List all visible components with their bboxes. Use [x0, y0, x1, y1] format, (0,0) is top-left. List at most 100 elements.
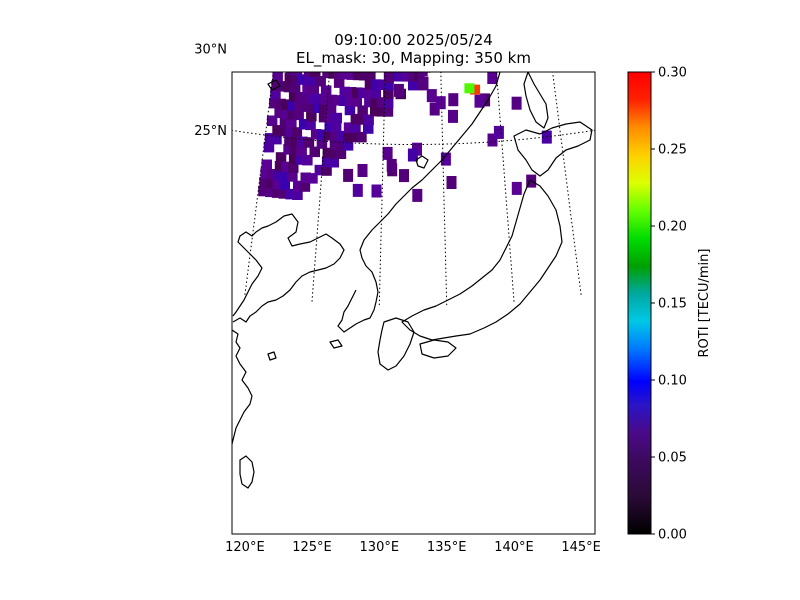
- roti-cell: [408, 72, 419, 73]
- roti-cell: [346, 72, 358, 80]
- roti-cell: [437, 26, 448, 37]
- roti-cell: [438, 35, 449, 46]
- colorbar-ticks: 0.00 0.05 0.10 0.15 0.20 0.25 0.30: [651, 66, 687, 543]
- roti-cell: [389, 72, 401, 73]
- roti-cell: [324, 121, 335, 132]
- roti-cell: [299, 57, 310, 67]
- roti-cell: [383, 72, 395, 73]
- roti-cell: [420, 18, 431, 29]
- roti-cell: [407, 148, 418, 162]
- lat-tick-label: 30°N: [194, 42, 227, 57]
- roti-cell: [362, 8, 373, 19]
- roti-cell: [361, 26, 372, 37]
- roti-cell: [330, 130, 341, 141]
- roti-cell: [414, 18, 425, 29]
- roti-cell: [323, 59, 334, 70]
- roti-cell: [472, 16, 483, 27]
- roti-cell: [334, 72, 345, 80]
- roti-cell: [323, 130, 335, 141]
- roti-cell: [275, 98, 286, 110]
- roti-cell: [285, 126, 296, 137]
- roti-cell: [483, 0, 494, 8]
- roti-cell: [285, 188, 296, 200]
- roti-cell: [386, 158, 397, 172]
- roti-cell: [321, 165, 332, 176]
- roti-cell: [330, 121, 342, 133]
- roti-cell: [305, 57, 316, 68]
- graticule: [167, 36, 659, 306]
- roti-cell: [342, 43, 353, 54]
- roti-cell: [363, 0, 374, 1]
- roti-cell: [368, 8, 379, 18]
- roti-cell: [325, 112, 336, 123]
- roti-cell: [340, 72, 352, 80]
- roti-cell: [315, 76, 326, 87]
- roti-cell: [287, 55, 298, 66]
- roti-cell: [414, 27, 425, 38]
- roti-cell: [366, 44, 377, 55]
- roti-cell: [316, 138, 328, 149]
- meridian-line: [440, 72, 448, 306]
- roti-cell: [328, 157, 339, 168]
- roti-cell: [350, 113, 362, 125]
- roti-cell: [332, 95, 344, 106]
- roti-cell: [322, 147, 334, 159]
- roti-cell: [412, 188, 423, 202]
- roti-cell: [293, 180, 304, 192]
- roti-cell: [266, 115, 278, 126]
- roti-cell: [370, 105, 381, 117]
- roti-cell: [371, 184, 382, 198]
- coastlines: [232, 72, 593, 489]
- roti-cell: [363, 114, 374, 125]
- roti-cell: [402, 0, 413, 11]
- roti-cell: [480, 93, 491, 107]
- roti-cell: [336, 130, 348, 142]
- roti-cell: [288, 153, 300, 165]
- roti-cell: [286, 117, 297, 129]
- roti-cell: [324, 41, 335, 52]
- coastline-korea-russia: [337, 72, 501, 333]
- roti-cell: [418, 77, 428, 91]
- roti-cell: [307, 40, 318, 51]
- roti-cell: [345, 95, 356, 107]
- roti-cell: [436, 0, 447, 2]
- roti-cell: [318, 111, 330, 123]
- roti-cell: [306, 110, 317, 122]
- roti-cell: [345, 0, 356, 9]
- coastline-islands-1: [267, 351, 277, 361]
- roti-cell: [291, 72, 303, 76]
- coastline-kyushu: [377, 317, 415, 371]
- roti-cell: [466, 16, 477, 27]
- parallel-line: [232, 129, 595, 145]
- roti-cell: [377, 79, 388, 90]
- roti-cell: [396, 18, 407, 29]
- roti-cell: [437, 18, 448, 29]
- roti-cell: [350, 8, 361, 19]
- roti-cell: [370, 88, 382, 99]
- roti-cell: [351, 0, 362, 9]
- colorbar-label: ROTI [TECU/min]: [697, 249, 712, 358]
- roti-cell: [378, 44, 389, 55]
- roti-cell: [448, 48, 458, 61]
- roti-cell: [309, 146, 320, 158]
- chart-title-line2: EL_mask: 30, Mapping: 350 km: [296, 49, 531, 67]
- roti-cell: [279, 179, 290, 190]
- roti-cell: [408, 36, 419, 47]
- roti-cell: [261, 159, 272, 170]
- roti-cell: [303, 74, 314, 86]
- roti-cell: [270, 89, 281, 100]
- roti-cell: [322, 72, 333, 79]
- roti-cell: [383, 72, 394, 84]
- roti-cell: [338, 24, 349, 35]
- roti-cell: [313, 93, 325, 105]
- roti-cell: [259, 177, 270, 188]
- roti-cell: [399, 169, 409, 183]
- parallel-line: [167, 36, 659, 64]
- roti-cell: [343, 131, 354, 142]
- roti-cell: [360, 43, 371, 54]
- colorbar-tick-label: 0.15: [658, 297, 687, 312]
- roti-cell: [379, 26, 390, 37]
- roti-cell-notable: [445, 10, 455, 20]
- roti-cell: [352, 183, 363, 197]
- roti-cell: [454, 8, 465, 19]
